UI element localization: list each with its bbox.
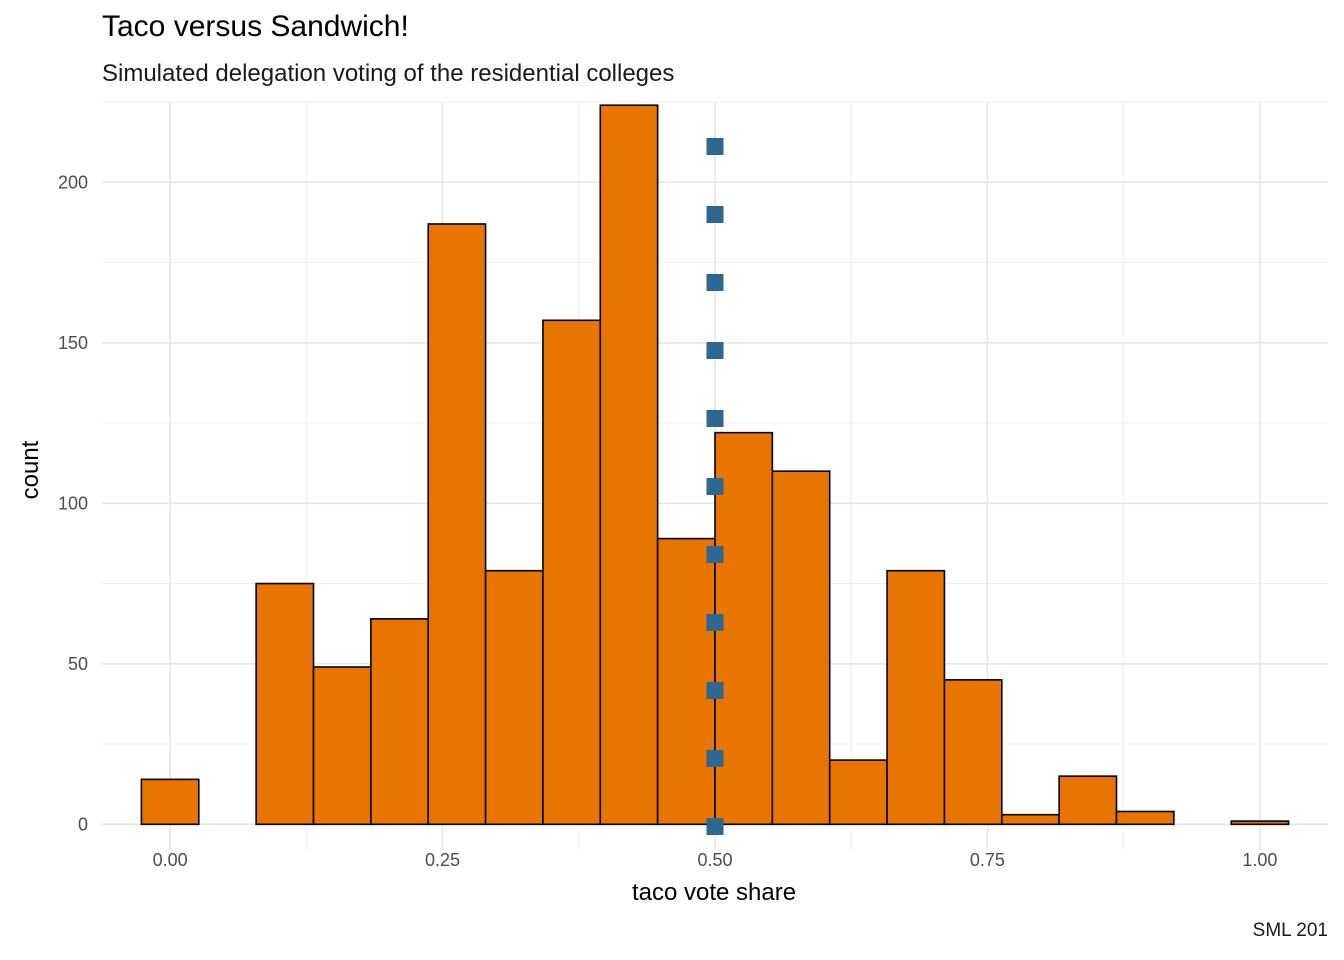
y-tick-label: 0 xyxy=(78,814,88,834)
histogram-bar xyxy=(1230,820,1290,826)
histogram-bar xyxy=(1000,813,1060,826)
histogram-bar xyxy=(943,679,1003,826)
histogram-bar xyxy=(1115,810,1175,826)
y-tick-label: 100 xyxy=(58,493,88,513)
histogram-bar xyxy=(886,569,946,826)
histogram-bar xyxy=(140,778,200,826)
x-tick-label: 0.00 xyxy=(153,850,188,870)
histogram-bar xyxy=(427,223,487,826)
y-axis-title: count xyxy=(17,440,44,499)
histogram-bar xyxy=(312,666,372,826)
x-tick-label: 0.25 xyxy=(425,850,460,870)
chart-title: Taco versus Sandwich! xyxy=(102,10,409,43)
bars xyxy=(140,104,1290,826)
y-tick-label: 50 xyxy=(68,654,88,674)
histogram-bar xyxy=(1058,775,1118,826)
histogram-bar xyxy=(542,319,602,826)
x-axis-ticks: 0.00 0.25 0.50 0.75 1.00 xyxy=(153,850,1278,870)
y-axis-ticks: 0 50 100 150 200 xyxy=(58,172,88,834)
x-tick-label: 1.00 xyxy=(1242,850,1277,870)
chart-subtitle: Simulated delegation voting of the resid… xyxy=(102,60,675,87)
histogram-bar xyxy=(370,618,430,826)
x-tick-label: 0.50 xyxy=(697,850,732,870)
x-tick-label: 0.75 xyxy=(970,850,1005,870)
histogram-bar xyxy=(599,104,659,826)
y-tick-label: 200 xyxy=(58,172,88,192)
x-axis-title: taco vote share xyxy=(632,879,796,906)
histogram-bar xyxy=(656,537,716,826)
y-tick-label: 150 xyxy=(58,333,88,353)
histogram-bar xyxy=(828,759,888,826)
chart-caption: SML 201 xyxy=(1252,920,1328,941)
histogram-bar xyxy=(255,582,315,826)
histogram-bar xyxy=(484,569,544,826)
histogram-bar xyxy=(771,470,831,826)
histogram-bar xyxy=(714,431,774,826)
